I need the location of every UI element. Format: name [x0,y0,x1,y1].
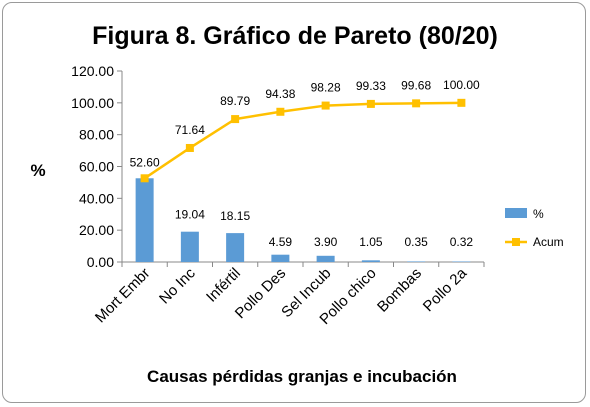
acum-value-label: 94.38 [265,87,295,101]
y-tick-label: 20.00 [79,222,114,238]
y-tick-label: 100.00 [71,95,114,111]
bar [271,254,290,262]
legend-swatch-bar [505,208,527,218]
bar-value-label: 0.35 [404,235,428,249]
bar [180,231,199,262]
acum-line [143,101,462,180]
bar [407,261,426,262]
data-labels: 52.60 19.04 18.15 4.59 3.90 1.05 0.35 0.32 71.64… [130,78,480,249]
acum-value-label: 71.64 [175,123,205,137]
legend-marker-acum [512,238,520,246]
bar [226,233,245,262]
y-tick-label: 120.00 [71,63,114,79]
bar [135,178,154,262]
acum-point [321,101,330,110]
acum-point [366,99,375,108]
bar-value-label: 18.15 [220,209,250,223]
legend-label-bar: % [533,207,544,221]
y-tick-label: 0.00 [87,254,114,270]
chart-frame [2,2,586,403]
bar-value-label: 19.04 [175,208,205,222]
x-category-label: Pollo 2a [420,264,471,315]
bar-value-label: 0.32 [450,235,474,249]
y-tick-label: 40.00 [79,190,114,206]
bar-series [135,178,471,262]
bar [361,260,380,262]
acum-value-label: 99.33 [356,79,386,93]
y-axis-label: % [30,161,45,180]
bar-value-label: 52.60 [130,155,160,169]
acum-value-label: 100.00 [443,78,480,92]
x-category-label: Bombas [374,265,425,316]
bar [316,255,335,262]
line-series [140,98,466,183]
acum-value-label: 89.79 [220,94,250,108]
bar-value-label: 3.90 [314,235,338,249]
y-tick-label: 60.00 [79,159,114,175]
x-category-label: Mort Embr [92,265,154,327]
bar-value-label: 1.05 [359,235,383,249]
acum-point [457,98,466,107]
bar-value-label: 4.59 [269,235,293,249]
acum-value-label: 98.28 [311,81,341,95]
acum-point [185,143,194,152]
acum-point [231,115,240,124]
y-tick-label: 80.00 [79,127,114,143]
x-category-label: Infértil [203,265,244,306]
acum-point [276,107,285,116]
acum-value-label: 99.68 [401,78,431,92]
legend-label-acum: Acum [533,235,564,249]
acum-point [412,99,421,108]
acum-point [140,174,149,183]
bar [452,261,471,262]
legend: % Acum [505,207,564,249]
x-category-label: No Inc [156,264,199,307]
x-axis-title: Causas pérdidas granjas e incubación [147,367,457,386]
chart-title: Figura 8. Gráfico de Pareto (80/20) [92,22,498,50]
